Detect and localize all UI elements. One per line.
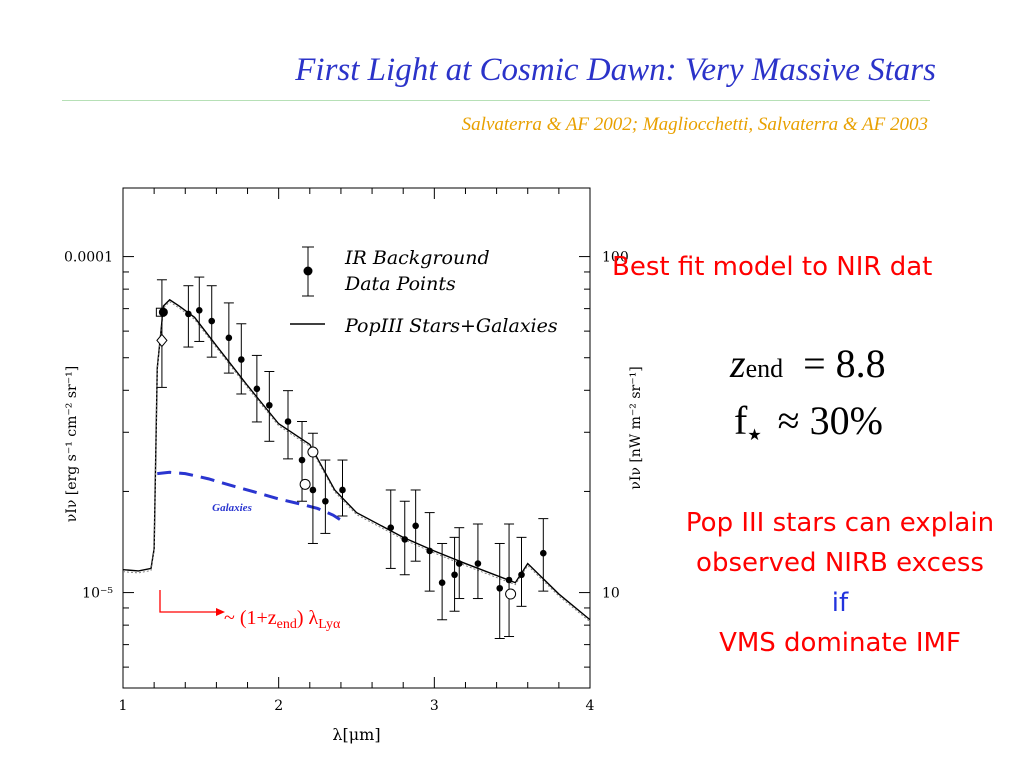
model-curve-alt-dotted <box>122 301 591 623</box>
lya-annotation: ~ (1+zend) λLyα <box>159 590 341 632</box>
data-dot <box>438 579 446 587</box>
data-dot <box>505 576 513 584</box>
legend-entry-data-points-line2: Data Points <box>344 273 456 295</box>
data-point <box>264 370 275 442</box>
data-dot <box>474 560 482 567</box>
y-axis-label-right: νIν [nW m⁻² sr⁻¹] <box>628 366 644 489</box>
lya-mid: ) λ <box>297 607 319 629</box>
data-dot <box>195 307 203 314</box>
open-circle-point <box>505 588 517 600</box>
data-point <box>251 354 262 423</box>
data-point <box>437 542 448 621</box>
data-dot <box>412 522 419 530</box>
data-point <box>194 276 205 342</box>
data-dot <box>185 310 192 318</box>
data-dot <box>451 571 458 579</box>
chart-content: 1 2 3 4 0.0001 10⁻⁵ 100 10 λ[μm] νIν [erg s⁻¹ cm⁻… <box>64 187 644 744</box>
data-dot <box>253 385 261 393</box>
lya-sub-end: end <box>277 617 297 632</box>
data-dot <box>401 536 409 543</box>
lya-bracket-line <box>159 590 218 613</box>
data-dot <box>322 497 329 505</box>
data-point <box>424 512 435 592</box>
x-tick-label: 2 <box>274 698 283 714</box>
data-dot <box>496 584 504 592</box>
title-divider <box>62 100 930 101</box>
galaxies-label: Galaxies <box>212 502 252 514</box>
data-dot <box>309 486 317 494</box>
data-dot <box>455 560 463 567</box>
f-star-equation: f★ ≈ 30% <box>734 397 883 445</box>
data-point <box>516 536 527 607</box>
legend-entry-model: PopIII Stars+Galaxies <box>344 315 558 337</box>
slide-title: First Light at Cosmic Dawn: Very Massive… <box>295 52 936 88</box>
data-dot <box>518 571 525 579</box>
data-dot <box>284 418 292 425</box>
f-subscript: ★ <box>747 427 762 444</box>
z-subscript: end <box>745 354 784 383</box>
conclusion-block: Pop III stars can explain observed NIRB … <box>630 503 1024 663</box>
data-point <box>206 285 217 358</box>
x-tick-label: 4 <box>586 698 595 714</box>
data-point <box>236 323 247 395</box>
data-point <box>504 523 515 638</box>
z-value: = 8.8 <box>803 341 886 386</box>
data-point <box>472 523 483 600</box>
data-dot <box>540 549 547 557</box>
best-fit-note: Best fit model to NIR dat <box>612 252 933 282</box>
data-point <box>320 459 331 534</box>
data-dot <box>298 456 306 464</box>
data-point <box>410 489 421 562</box>
y-tick-label-right: 100 <box>602 250 629 266</box>
plot-frame <box>122 187 591 689</box>
data-point <box>183 285 194 348</box>
data-dot <box>238 356 245 363</box>
data-point <box>283 390 294 460</box>
y-tick-label-right: 10 <box>602 586 620 602</box>
lya-formula: ~ (1+zend) λLyα <box>224 607 341 632</box>
data-dot <box>426 547 433 555</box>
open-diamond-point <box>156 333 168 348</box>
lya-arrow-head <box>216 608 225 616</box>
conclusion-line-4: VMS dominate IMF <box>719 628 961 658</box>
data-point <box>337 459 348 517</box>
data-dot <box>339 486 346 494</box>
legend-entry-data-points-line1: IR Background <box>344 247 490 269</box>
conclusion-line-3: if <box>831 588 849 618</box>
z-symbol: z <box>730 341 746 386</box>
big-filled-dot <box>158 307 168 317</box>
data-point <box>494 542 505 640</box>
data-dot <box>225 334 233 342</box>
z-end-equation: zend = 8.8 <box>730 340 886 387</box>
y-tick-label-left: 10⁻⁵ <box>82 586 113 602</box>
galaxies-curve <box>157 470 345 524</box>
lya-prefix: ~ (1+z <box>224 607 277 629</box>
data-dot <box>266 401 273 409</box>
data-dot <box>387 524 395 531</box>
conclusion-line-2: observed NIRB excess <box>696 548 984 578</box>
slide-subtitle: Salvaterra & AF 2002; Magliocchetti, Sal… <box>461 114 928 135</box>
open-circle-point <box>307 446 319 458</box>
legend-dot-icon <box>303 266 313 276</box>
y-tick-label-left: 0.0001 <box>64 250 113 266</box>
data-point <box>385 489 396 569</box>
data-point <box>454 527 465 600</box>
data-point <box>223 302 234 374</box>
x-tick-label: 1 <box>119 698 128 714</box>
conclusion-line-1: Pop III stars can explain <box>685 508 995 538</box>
x-axis-label: λ[μm] <box>332 725 380 744</box>
data-point <box>399 500 410 576</box>
data-dot <box>208 317 216 325</box>
x-tick-label: 3 <box>430 698 439 714</box>
y-axis-label-left: νIν [erg s⁻¹ cm⁻² sr⁻¹] <box>64 366 80 522</box>
chart: 1 2 3 4 0.0001 10⁻⁵ 100 10 λ[μm] νIν [erg s⁻¹ cm⁻… <box>0 180 660 768</box>
f-symbol: f <box>734 398 748 443</box>
lya-sub-lya: Lyα <box>318 617 341 632</box>
legend: IR Background Data Points PopIII Stars+Gal… <box>290 246 558 337</box>
f-value: ≈ 30% <box>777 398 883 443</box>
open-circle-point <box>299 478 311 490</box>
data-point <box>538 518 549 592</box>
